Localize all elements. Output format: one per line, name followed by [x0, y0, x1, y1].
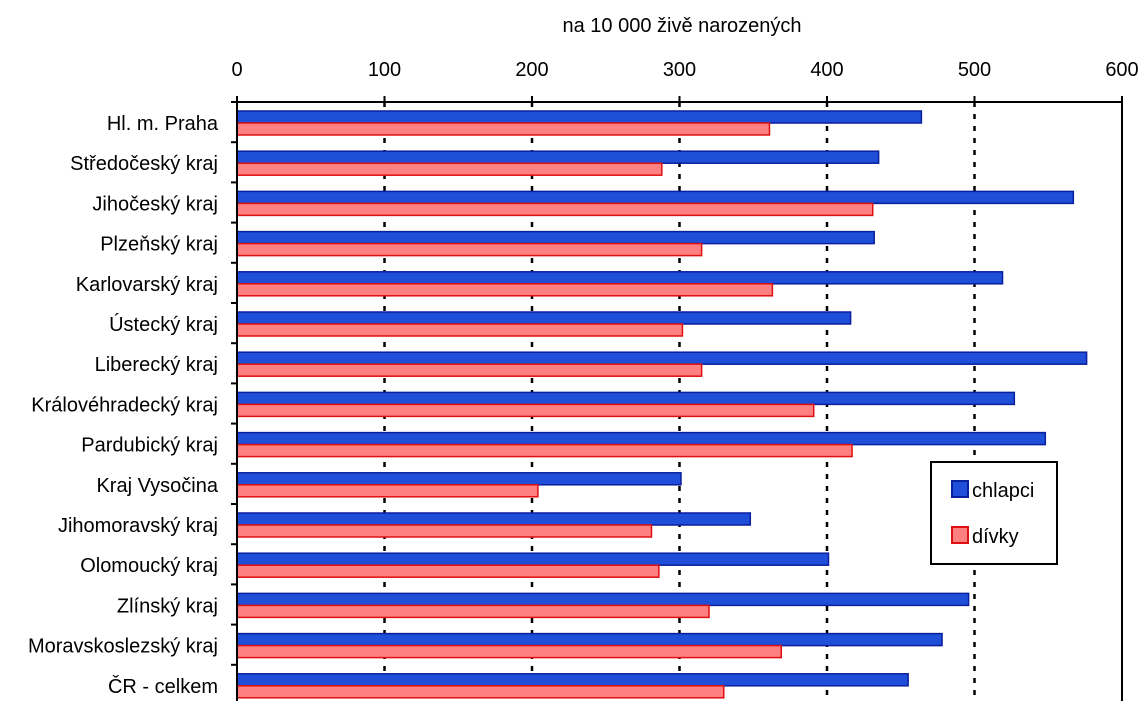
category-label: Pardubický kraj	[81, 435, 218, 457]
x-tick-label: 400	[810, 59, 843, 81]
legend-label: dívky	[972, 526, 1019, 548]
legend-box	[930, 461, 1058, 565]
bar-chlapci	[236, 391, 1016, 406]
legend-swatch	[951, 480, 969, 498]
bar-chlapci	[236, 512, 752, 526]
category-label: Královéhradecký kraj	[31, 394, 218, 416]
x-tick-label: 200	[515, 59, 548, 81]
bar-chlapci	[236, 472, 682, 486]
bar-chlapci	[236, 311, 852, 325]
axes	[231, 101, 1123, 701]
bar-chlapci	[236, 150, 880, 164]
bar-divky	[236, 564, 660, 578]
category-label: Kraj Vysočina	[96, 475, 218, 497]
bar-divky	[236, 403, 815, 418]
category-label: Plzeňský kraj	[100, 234, 218, 256]
category-label: Moravskoslezský kraj	[28, 636, 218, 658]
legend: chlapci dívky	[930, 461, 1058, 565]
x-axis-title: na 10 000 živě narozených	[562, 15, 801, 37]
bar-chlapci	[236, 271, 1004, 285]
legend-swatch	[951, 526, 969, 544]
bar-divky	[236, 283, 774, 297]
x-axis-ticks: 0 100 200 300 400 500 600	[231, 59, 1139, 102]
category-label: Liberecký kraj	[95, 354, 218, 376]
bar-divky	[236, 242, 703, 257]
bar-chlapci	[236, 230, 875, 245]
bar-chlapci	[236, 632, 943, 647]
bar-divky	[236, 363, 703, 377]
bar-chlapci	[236, 351, 1088, 365]
bar-chlapci	[236, 592, 970, 607]
category-label: Hl. m. Praha	[107, 113, 219, 135]
bar-divky	[236, 162, 663, 176]
bar-divky	[236, 202, 874, 217]
bar-divky	[236, 685, 725, 699]
bar-chlapci	[236, 190, 1075, 205]
bar-divky	[236, 122, 771, 136]
x-tick-label: 600	[1105, 59, 1138, 81]
category-label: Zlínský kraj	[117, 595, 218, 617]
category-label: Jihomoravský kraj	[58, 515, 218, 537]
category-label: Karlovarský kraj	[76, 274, 218, 296]
bar-divky	[236, 484, 539, 498]
category-labels: Hl. m. Praha Středočeský kraj Jihočeský kr…	[28, 113, 219, 698]
category-label: Jihočeský kraj	[92, 193, 218, 215]
legend-label: chlapci	[972, 480, 1034, 502]
bars	[236, 110, 1088, 699]
category-label: Olomoucký kraj	[80, 555, 218, 577]
bar-chlapci	[236, 552, 830, 566]
bar-chlapci	[236, 431, 1047, 446]
x-tick-label: 500	[958, 59, 991, 81]
bar-divky	[236, 323, 684, 337]
x-tick-label: 0	[231, 59, 242, 81]
bar-divky	[236, 443, 853, 458]
category-label: Ústecký kraj	[109, 313, 218, 336]
bar-divky	[236, 644, 783, 659]
bar-divky	[236, 524, 653, 538]
x-tick-label: 100	[368, 59, 401, 81]
category-label: ČR - celkem	[108, 675, 218, 698]
category-label: Středočeský kraj	[70, 153, 218, 175]
bar-divky	[236, 604, 710, 619]
bar-chlapci	[236, 673, 909, 687]
bar-chlapci	[236, 110, 923, 124]
x-tick-label: 300	[663, 59, 696, 81]
